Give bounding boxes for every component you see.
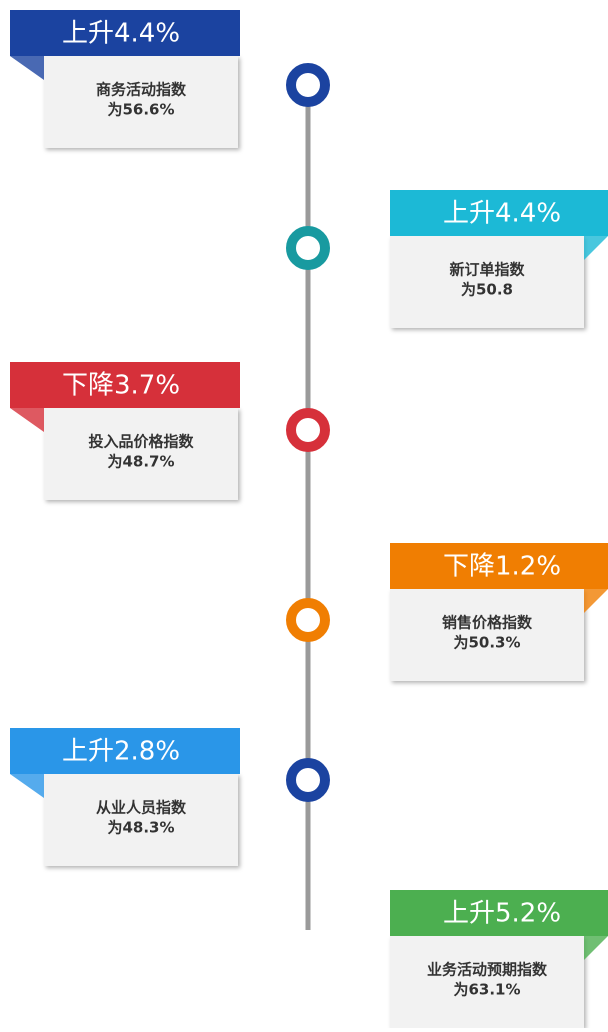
header-text: 上升4.4% [62,19,180,49]
card-text: 为50.8 [461,281,513,299]
header-text: 上升4.4% [443,199,561,229]
card-text: 为56.6% [107,101,174,119]
card [44,408,238,500]
timeline-dot [286,758,330,802]
header-fold [10,56,44,80]
header-text: 上升5.2% [443,899,561,929]
card [44,56,238,148]
header-fold [584,936,608,960]
card-text: 投入品价格指数 [88,433,194,451]
timeline-dot [286,63,330,107]
card [390,936,584,1028]
card-text: 商务活动指数 [96,81,187,99]
card [390,589,584,681]
card-text: 销售价格指数 [442,614,533,632]
header-band [390,890,608,936]
header-fold [10,774,44,798]
header-band [390,543,608,589]
timeline-dot [286,408,330,452]
header-fold [584,589,608,613]
header-fold [10,408,44,432]
header-band [10,728,240,774]
header-fold [584,236,608,260]
card-text: 新订单指数 [449,261,525,279]
header-band [390,190,608,236]
card-text: 为48.7% [107,453,174,471]
card-text: 为63.1% [453,981,520,999]
header-text: 上升2.8% [62,737,180,767]
card-text: 业务活动预期指数 [427,961,548,979]
card [390,236,584,328]
card-text: 为50.3% [453,634,520,652]
timeline-dot [286,598,330,642]
card-text: 从业人员指数 [96,799,187,817]
header-text: 下降3.7% [62,371,180,401]
card-text: 为48.3% [107,819,174,837]
timeline-dot [286,226,330,270]
header-band [10,10,240,56]
header-band [10,362,240,408]
card [44,774,238,866]
header-text: 下降1.2% [443,552,561,582]
